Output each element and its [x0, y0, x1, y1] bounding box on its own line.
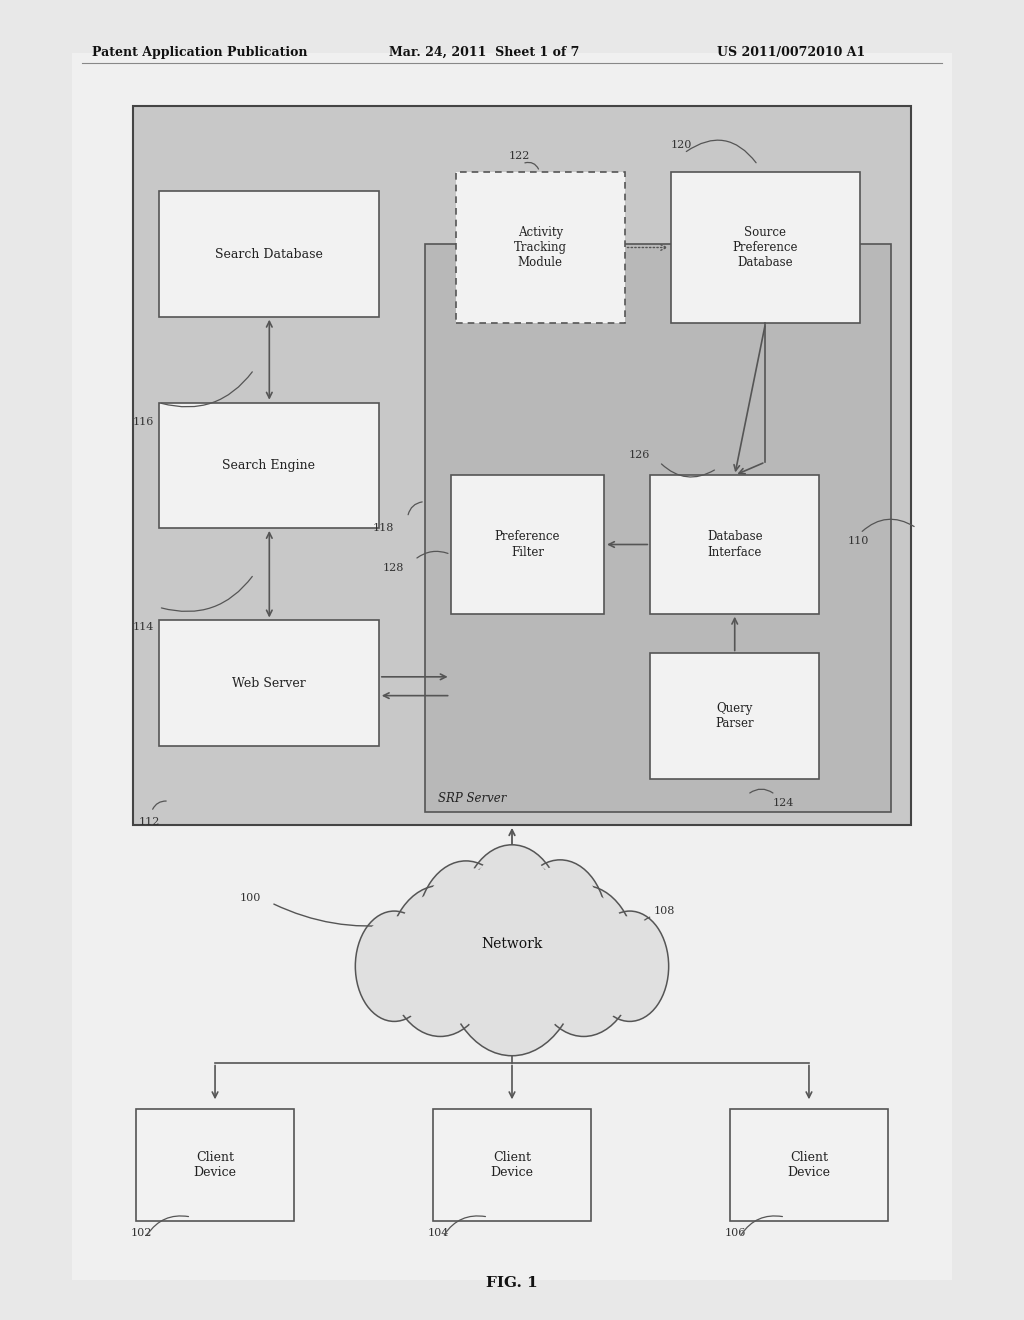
- FancyBboxPatch shape: [72, 53, 952, 1280]
- Text: Client
Device: Client Device: [490, 1151, 534, 1179]
- FancyBboxPatch shape: [159, 620, 379, 746]
- Text: 104: 104: [428, 1228, 449, 1238]
- Ellipse shape: [417, 861, 515, 1001]
- Text: 114: 114: [133, 622, 155, 632]
- FancyBboxPatch shape: [671, 172, 860, 323]
- Text: 108: 108: [653, 906, 675, 916]
- Text: Web Server: Web Server: [231, 677, 306, 689]
- Ellipse shape: [421, 867, 511, 994]
- Text: US 2011/0072010 A1: US 2011/0072010 A1: [717, 46, 865, 59]
- Ellipse shape: [442, 858, 582, 1056]
- Text: SRP Server: SRP Server: [438, 792, 507, 805]
- Text: 112: 112: [138, 817, 160, 828]
- Text: Client
Device: Client Device: [194, 1151, 237, 1179]
- Text: Database
Interface: Database Interface: [707, 531, 763, 558]
- Ellipse shape: [516, 866, 604, 987]
- Text: 110: 110: [848, 536, 869, 546]
- Text: Source
Preference
Database: Source Preference Database: [733, 226, 798, 269]
- Ellipse shape: [591, 911, 669, 1022]
- Text: Patent Application Publication: Patent Application Publication: [92, 46, 307, 59]
- FancyBboxPatch shape: [159, 403, 379, 528]
- Text: 124: 124: [773, 797, 795, 808]
- Ellipse shape: [535, 892, 633, 1030]
- Ellipse shape: [391, 892, 489, 1030]
- FancyBboxPatch shape: [456, 172, 625, 323]
- Ellipse shape: [355, 911, 433, 1022]
- FancyBboxPatch shape: [425, 244, 891, 812]
- Text: Preference
Filter: Preference Filter: [495, 531, 560, 558]
- FancyBboxPatch shape: [650, 653, 819, 779]
- Text: 116: 116: [133, 417, 155, 428]
- Ellipse shape: [387, 886, 494, 1036]
- Text: 128: 128: [383, 562, 404, 573]
- FancyBboxPatch shape: [650, 475, 819, 614]
- Ellipse shape: [594, 916, 666, 1016]
- Text: 102: 102: [131, 1228, 152, 1238]
- Text: 118: 118: [373, 523, 394, 533]
- FancyBboxPatch shape: [133, 106, 911, 825]
- Ellipse shape: [447, 867, 577, 1047]
- Ellipse shape: [513, 859, 607, 994]
- Text: 120: 120: [671, 140, 692, 150]
- FancyBboxPatch shape: [432, 1109, 592, 1221]
- Text: Search Engine: Search Engine: [222, 459, 315, 471]
- Ellipse shape: [530, 886, 637, 1036]
- Text: 106: 106: [725, 1228, 745, 1238]
- Text: Search Database: Search Database: [215, 248, 323, 260]
- Text: Query
Parser: Query Parser: [716, 702, 754, 730]
- Ellipse shape: [461, 845, 563, 990]
- Ellipse shape: [358, 916, 430, 1016]
- Text: Activity
Tracking
Module: Activity Tracking Module: [514, 226, 566, 269]
- Text: 100: 100: [240, 892, 261, 903]
- FancyBboxPatch shape: [159, 191, 379, 317]
- FancyBboxPatch shape: [451, 475, 604, 614]
- Text: Mar. 24, 2011  Sheet 1 of 7: Mar. 24, 2011 Sheet 1 of 7: [389, 46, 580, 59]
- Text: 126: 126: [629, 450, 650, 461]
- Text: 122: 122: [509, 150, 530, 161]
- FancyBboxPatch shape: [729, 1109, 889, 1221]
- FancyBboxPatch shape: [135, 1109, 295, 1221]
- Text: Network: Network: [481, 937, 543, 950]
- Ellipse shape: [465, 851, 559, 983]
- Text: FIG. 1: FIG. 1: [486, 1276, 538, 1290]
- Text: Client
Device: Client Device: [787, 1151, 830, 1179]
